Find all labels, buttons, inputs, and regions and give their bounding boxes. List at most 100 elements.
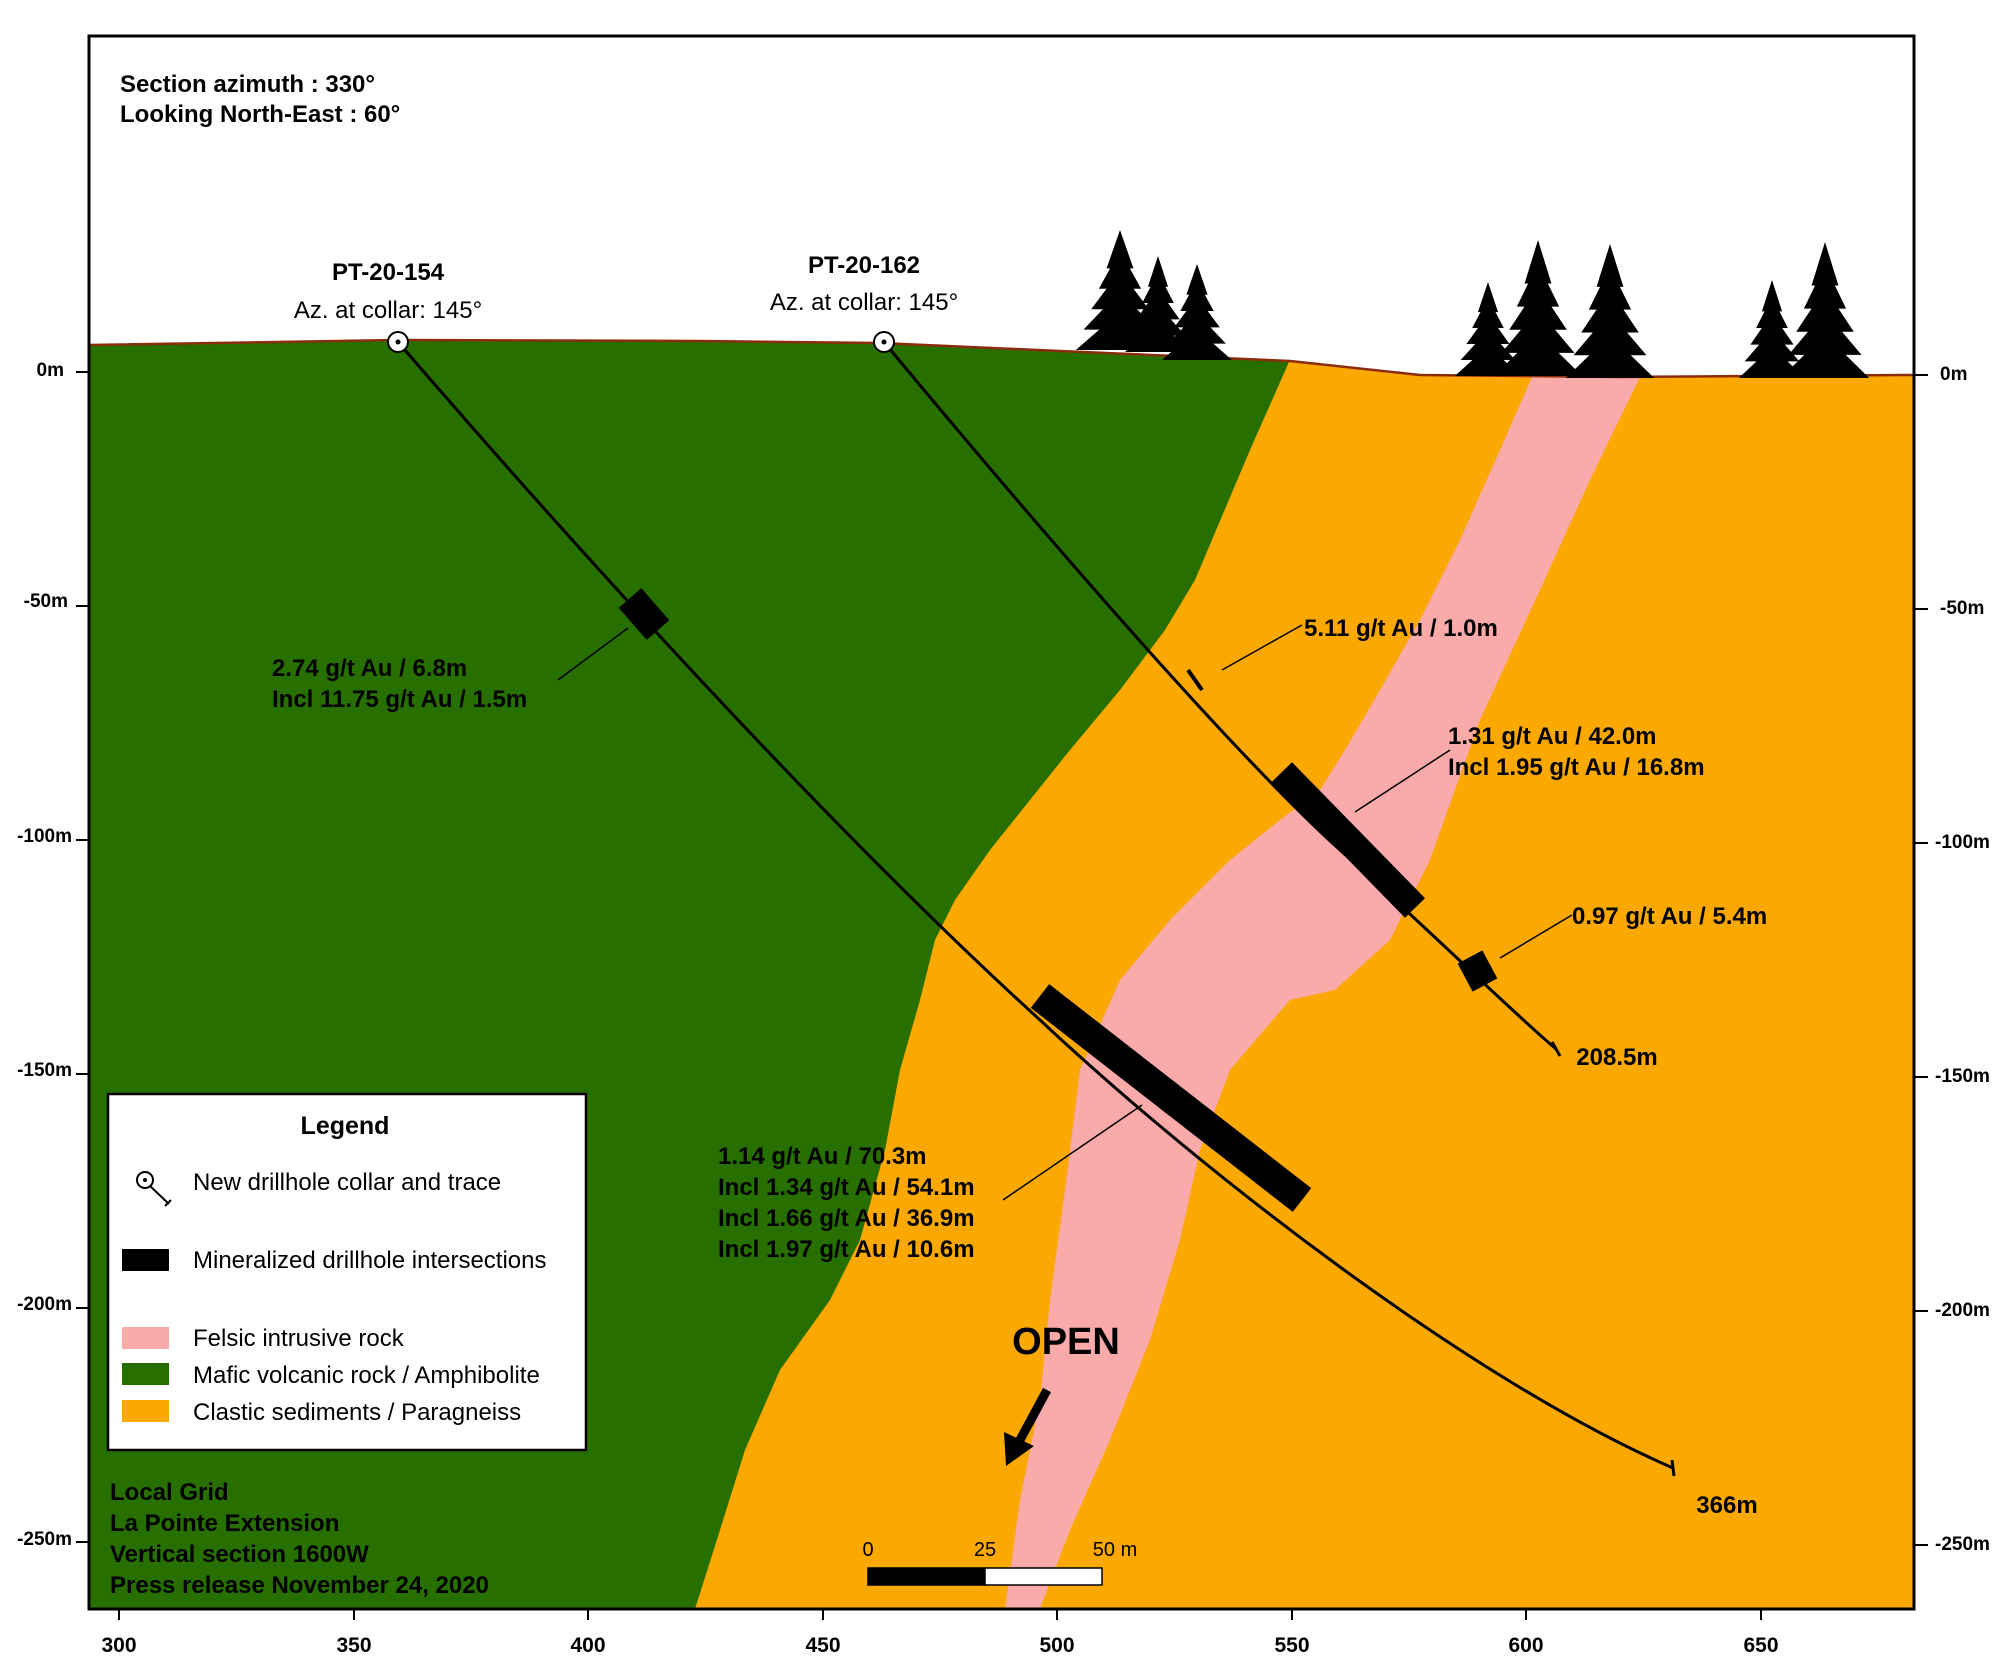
- looking-direction-text: Looking North-East : 60°: [120, 101, 400, 128]
- x-tick-label: 450: [805, 1634, 840, 1657]
- intersection-162-a: [1186, 668, 1204, 692]
- y-tick-label-right: -50m: [1940, 598, 1984, 619]
- leader-162-c: [1499, 914, 1573, 959]
- legend-intersection-swatch: [122, 1249, 169, 1271]
- y-tick-label-right: 0m: [1940, 364, 1967, 385]
- section-azimuth-text: Section azimuth : 330°: [120, 71, 375, 98]
- footer-line: La Pointe Extension: [110, 1510, 339, 1537]
- assay-label: Incl 1.95 g/t Au / 16.8m: [1448, 754, 1705, 781]
- leader-154-main: [1002, 1104, 1143, 1201]
- axis-ticks: [76, 371, 1928, 1620]
- legend-felsic-swatch: [122, 1327, 169, 1349]
- drillhole-labels: PT-20-154 Az. at collar: 145° PT-20-162 …: [294, 252, 1758, 1519]
- map-frame: [87, 34, 1916, 1611]
- scale-label: 25: [974, 1539, 996, 1561]
- x-tick-label: 400: [570, 1634, 605, 1657]
- tree-icon: [1780, 242, 1870, 378]
- x-tick-label: 500: [1039, 1634, 1074, 1657]
- legend-mafic-swatch: [122, 1363, 169, 1385]
- legend: Legend New drillhole collar and trace Mi…: [106, 1092, 588, 1452]
- assay-label: Incl 1.66 g/t Au / 36.9m: [718, 1205, 975, 1232]
- y-tick-label-left: -150m: [17, 1060, 72, 1081]
- section-header: Section azimuth : 330° Looking North-Eas…: [120, 71, 400, 128]
- drillhole-end-depth-162: 208.5m: [1576, 1044, 1657, 1071]
- ground-surface-line: [88, 338, 1915, 379]
- assay-label: 5.11 g/t Au / 1.0m: [1304, 615, 1498, 642]
- y-tick-label-left: -50m: [24, 591, 68, 612]
- drillhole-end-depth-154: 366m: [1696, 1492, 1757, 1519]
- tree-trunk: [1195, 345, 1199, 360]
- scale-bar-white: [984, 1567, 1103, 1586]
- tree-trunk: [1823, 357, 1827, 378]
- felsic-unit: [1005, 377, 1640, 1609]
- intersection-labels: 2.74 g/t Au / 6.8m Incl 11.75 g/t Au / 1…: [272, 615, 1767, 1263]
- legend-title: Legend: [301, 1112, 390, 1140]
- intersection-162-b: [1271, 762, 1426, 918]
- legend-item-label: Mineralized drillhole intersections: [193, 1247, 547, 1274]
- assay-label: 1.31 g/t Au / 42.0m: [1448, 723, 1657, 750]
- tree-icon: [1124, 256, 1192, 352]
- tree-icon: [1162, 264, 1232, 360]
- footer-line: Local Grid: [110, 1479, 229, 1506]
- collars: [387, 331, 895, 353]
- legend-item-label: New drillhole collar and trace: [193, 1169, 501, 1196]
- y-axis-labels-left: 0m -50m -100m -150m -200m -250m: [17, 360, 72, 1550]
- x-axis-labels: 300 350 400 450 500 550 600 650: [101, 1634, 1778, 1657]
- y-tick-label-right: -200m: [1935, 1300, 1990, 1321]
- legend-box: [106, 1092, 588, 1452]
- intersection-162-c: [1457, 950, 1498, 992]
- intersection-154-upper: [618, 588, 670, 640]
- footer-info: Local Grid La Pointe Extension Vertical …: [110, 1479, 489, 1599]
- tree-trunk: [1536, 355, 1540, 376]
- tree-trunk: [1486, 361, 1490, 376]
- open-label: OPEN: [1012, 1321, 1120, 1363]
- y-tick-label-right: -100m: [1935, 832, 1990, 853]
- legend-collar-icon: [136, 1171, 172, 1207]
- open-arrow-icon: [1004, 1387, 1051, 1466]
- tree-icon: [1738, 280, 1806, 378]
- assay-label: Incl 11.75 g/t Au / 1.5m: [272, 686, 527, 713]
- drillhole-name-154: PT-20-154: [332, 259, 445, 286]
- drillhole-end-tick-162: [1550, 1041, 1562, 1057]
- intersection-154-main: [1030, 984, 1312, 1212]
- drillhole-azimuth-162: Az. at collar: 145°: [770, 289, 958, 316]
- assay-label: 2.74 g/t Au / 6.8m: [272, 655, 467, 682]
- y-axis-labels-right: 0m -50m -100m -150m -200m -250m: [1935, 364, 1990, 1555]
- y-tick-label-right: -150m: [1935, 1066, 1990, 1087]
- mineralized-intersections: [618, 588, 1498, 1212]
- trees: [1075, 230, 1870, 378]
- x-tick-label: 600: [1508, 1634, 1543, 1657]
- assay-label: Incl 1.97 g/t Au / 10.6m: [718, 1236, 975, 1263]
- assay-label: 0.97 g/t Au / 5.4m: [1572, 903, 1767, 930]
- y-tick-label-left: -250m: [17, 1529, 72, 1550]
- leader-162-b: [1354, 749, 1451, 813]
- scale-label: 50 m: [1093, 1539, 1137, 1561]
- tree-icon: [1075, 230, 1165, 350]
- legend-item-label: Mafic volcanic rock / Amphibolite: [193, 1362, 540, 1389]
- footer-line: Press release November 24, 2020: [110, 1572, 489, 1599]
- tree-icon: [1493, 240, 1583, 376]
- collar-dot-162: [881, 339, 887, 345]
- assay-label: 1.14 g/t Au / 70.3m: [718, 1143, 927, 1170]
- drillhole-trace-pt-20-162: [882, 341, 1557, 1051]
- drillhole-end-tick-154: [1670, 1459, 1676, 1477]
- leader-154-upper: [557, 627, 629, 681]
- tree-icon: [1565, 244, 1655, 378]
- scale-bar-black: [867, 1567, 986, 1586]
- y-tick-label-left: 0m: [37, 360, 64, 381]
- legend-item-label: Clastic sediments / Paragneiss: [193, 1399, 521, 1426]
- scale-label: 0: [862, 1539, 873, 1561]
- drillhole-azimuth-154: Az. at collar: 145°: [294, 297, 482, 324]
- legend-sediment-swatch: [122, 1400, 169, 1422]
- assay-label: Incl 1.34 g/t Au / 54.1m: [718, 1174, 975, 1201]
- tree-trunk: [1118, 332, 1122, 350]
- x-tick-label: 550: [1274, 1634, 1309, 1657]
- drillhole-name-162: PT-20-162: [808, 252, 920, 279]
- scale-bar: 0 25 50 m: [862, 1539, 1137, 1586]
- collar-dot-154: [395, 339, 401, 345]
- x-tick-label: 650: [1743, 1634, 1778, 1657]
- leader-lines: [557, 624, 1573, 1201]
- y-tick-label-right: -250m: [1935, 1534, 1990, 1555]
